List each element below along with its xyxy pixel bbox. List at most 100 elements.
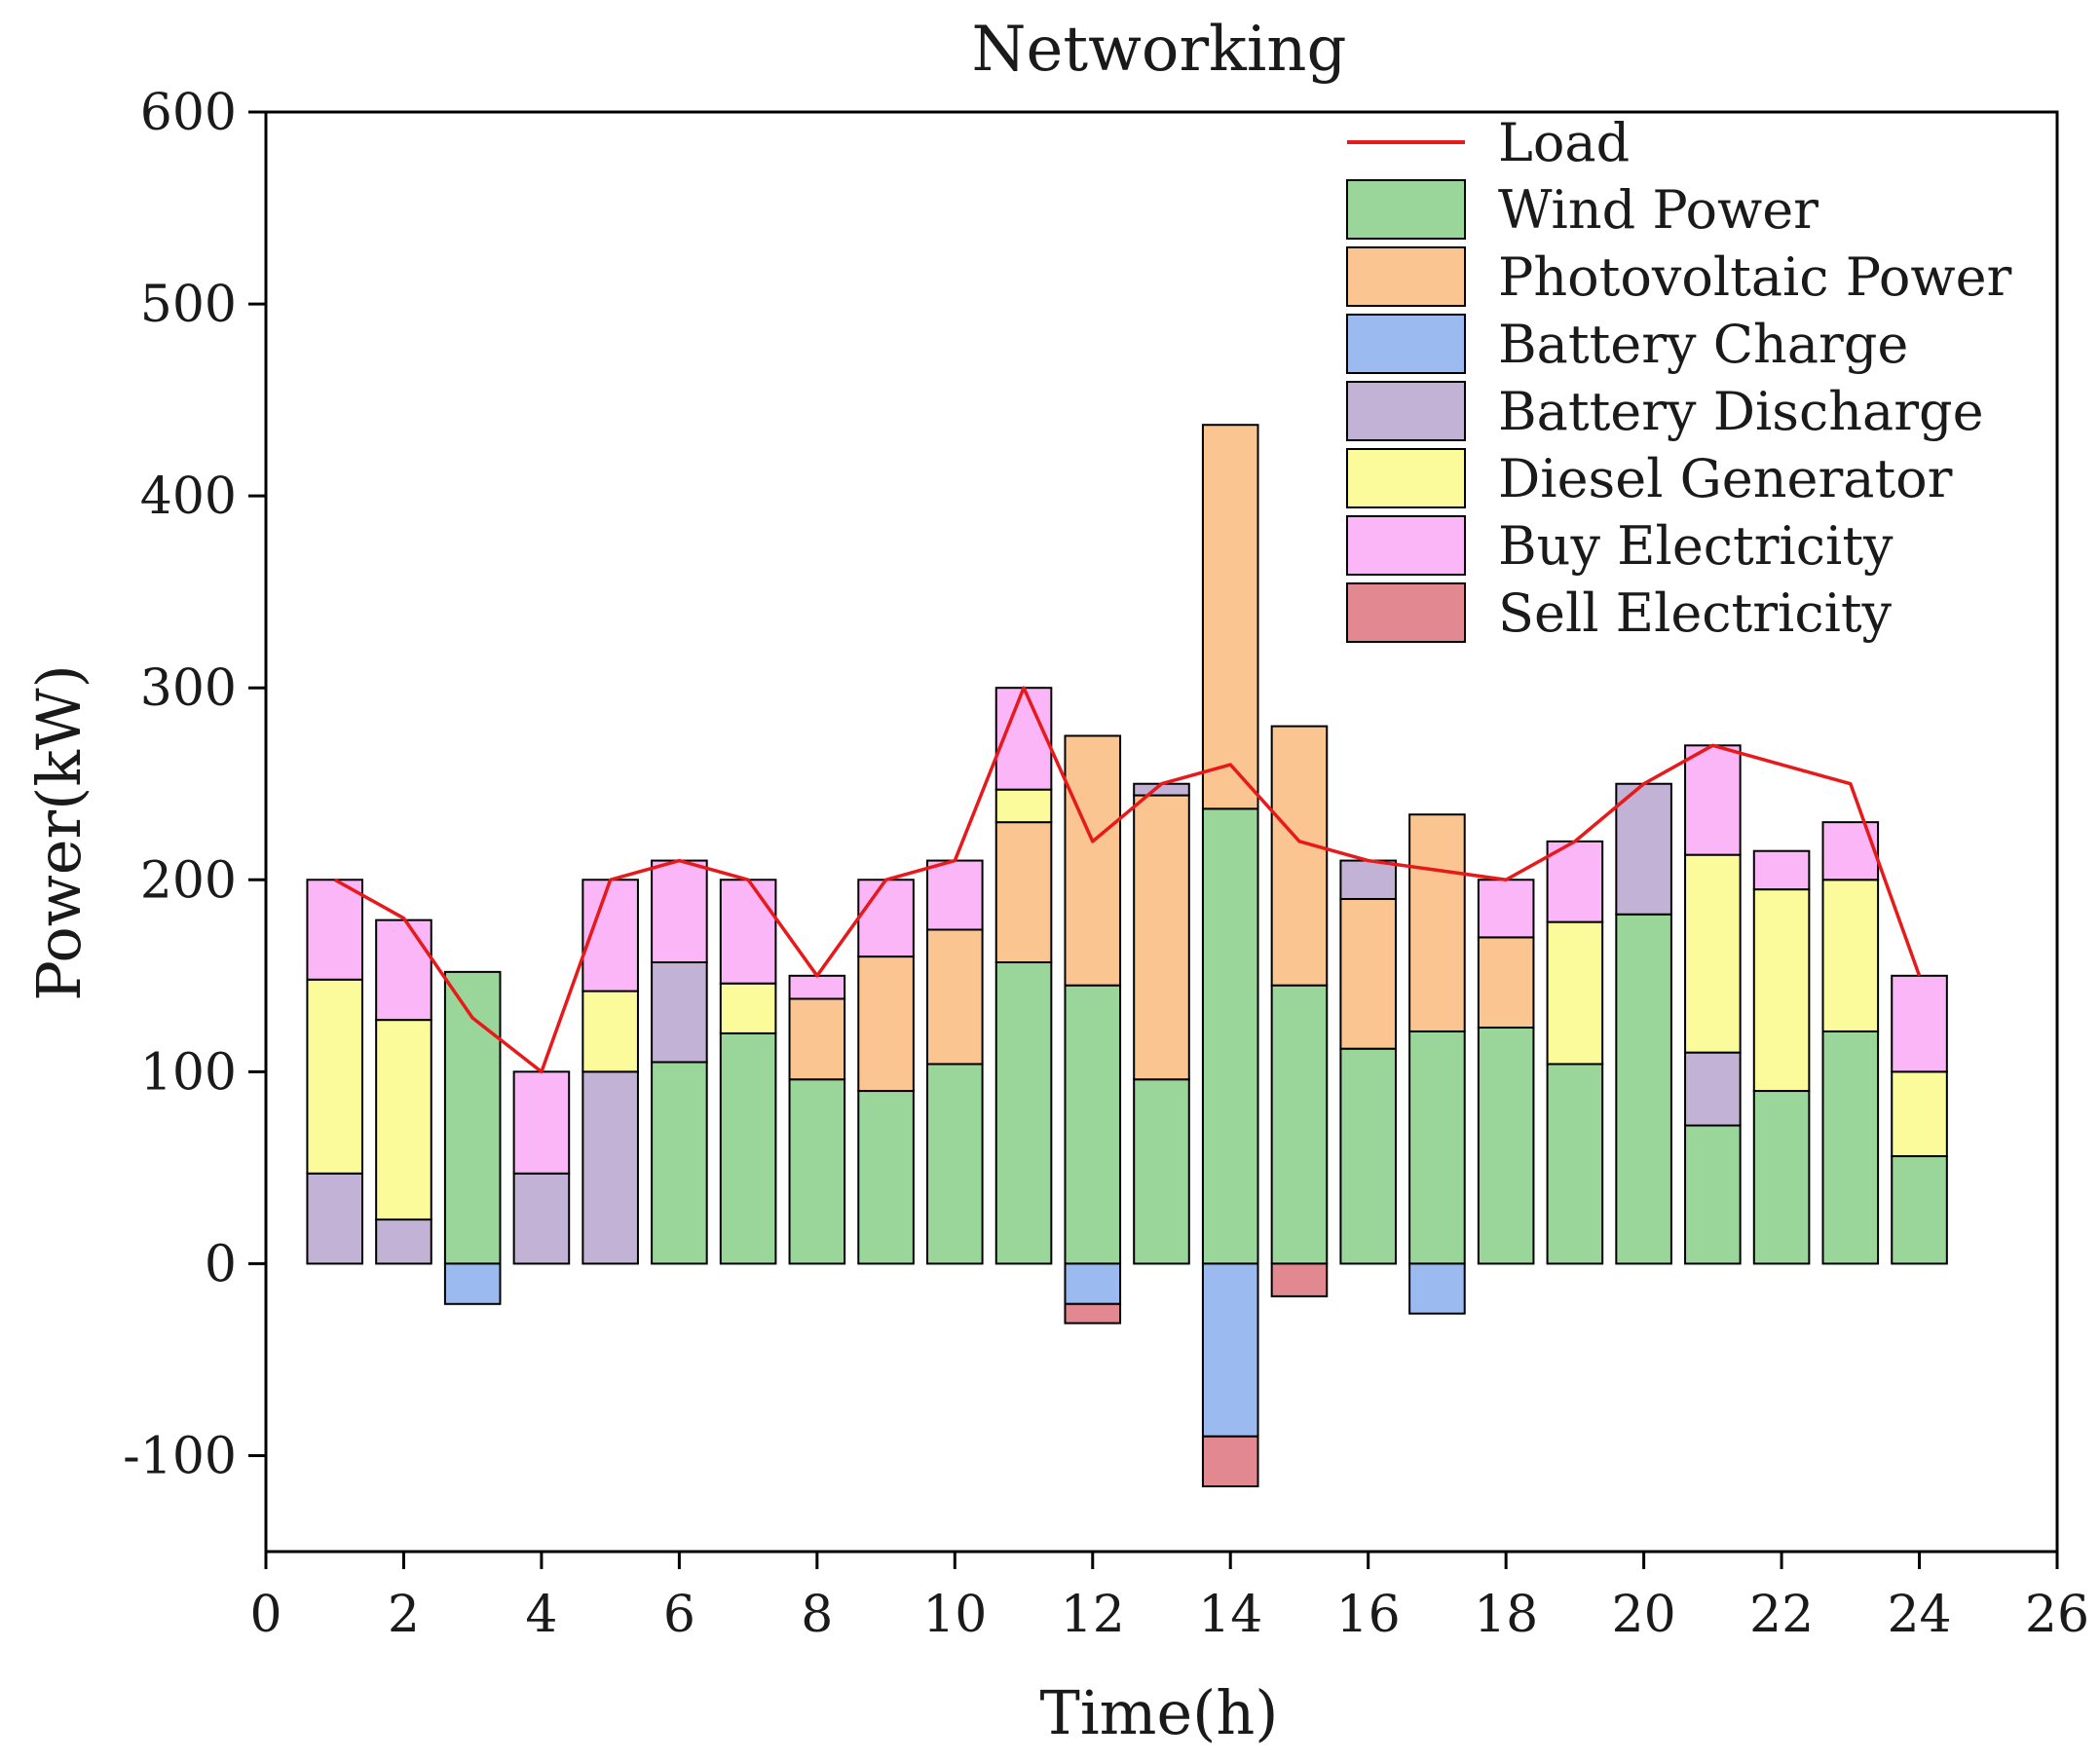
x-tick-label: 16 [1336,1586,1401,1644]
bar-wind-power [1201,807,1259,1265]
bar-buy-electricity [788,974,846,1000]
y-tick-label: 100 [140,1043,237,1102]
x-tick-label: 26 [2025,1586,2089,1644]
bar-wind-power [926,1063,984,1265]
x-tick-label: 22 [1749,1586,1814,1644]
bar-battery-discharge [1339,859,1397,900]
bar-diesel-generator [1752,888,1811,1093]
y-tick-label: 200 [140,851,237,910]
bar-wind-power [1546,1063,1604,1265]
x-tick-label: 4 [525,1586,557,1644]
x-axis-ticks: 0 2 4 6 8 10 12 14 16 18 20 22 24 26 [249,1552,2089,1644]
legend-swatch-battery-discharge [1346,381,1466,441]
bar-wind-power [1270,984,1329,1265]
y-tick-label: 500 [140,276,237,334]
bar-buy-electricity [1891,974,1948,1073]
bar-diesel-generator [994,788,1053,824]
x-tick-label: 24 [1887,1586,1951,1644]
bar-diesel-generator [719,982,777,1034]
legend-label-battery-charge: Battery Charge [1498,314,1908,375]
bar-buy-electricity [306,879,364,981]
x-tick-label: 6 [663,1586,695,1644]
bar-battery-charge [443,1262,502,1305]
legend-swatch-photovoltaic-power [1346,246,1466,307]
bar-diesel-generator [375,1019,432,1221]
bar-buy-electricity [1477,879,1535,939]
bar-wind-power [1133,1078,1190,1265]
bar-wind-power [857,1090,915,1265]
bar-wind-power [1477,1027,1535,1265]
bar-battery-charge [1064,1262,1122,1305]
bar-diesel-generator [1891,1070,1948,1158]
x-tick-label: 2 [388,1586,420,1644]
plot-frame [264,110,2059,1554]
x-tick-label: 10 [922,1586,987,1644]
y-axis-label: Power(kW) [23,664,94,1001]
legend-swatch-wind-power [1346,179,1466,240]
x-tick-label: 12 [1061,1586,1125,1644]
bar-battery-discharge [581,1070,639,1265]
bar-sell-electricity [1201,1435,1259,1487]
bar-diesel-generator [1821,879,1880,1032]
bar-buy-electricity [719,879,777,985]
bar-wind-power [1339,1047,1397,1265]
bar-buy-electricity [1821,821,1880,881]
bar-wind-power [1752,1090,1811,1265]
bar-photovoltaic-power [1064,734,1122,987]
legend-label-photovoltaic-power: Photovoltaic Power [1498,246,2012,308]
legend-label-diesel-generator: Diesel Generator [1498,448,1953,509]
bar-buy-electricity [926,859,984,931]
y-tick-label: 300 [140,659,237,718]
load-line [333,686,1922,1074]
bar-diesel-generator [581,990,639,1073]
bar-photovoltaic-power [994,821,1053,964]
x-tick-label: 18 [1474,1586,1538,1644]
bar-buy-electricity [857,879,915,958]
bar-sell-electricity [1064,1302,1122,1325]
legend-swatch-buy-electricity [1346,515,1466,576]
x-tick-label: 8 [801,1586,833,1644]
bar-photovoltaic-power [1270,725,1329,987]
bar-buy-electricity [994,687,1053,791]
bar-buy-electricity [375,918,432,1022]
legend-label-buy-electricity: Buy Electricity [1498,515,1894,577]
y-tick-label: 400 [140,468,237,526]
x-tick-label: 14 [1198,1586,1262,1644]
legend-label-battery-discharge: Battery Discharge [1498,381,1984,442]
legend-swatch-battery-charge [1346,314,1466,374]
bar-photovoltaic-power [1339,897,1397,1050]
y-tick-label: 0 [205,1235,237,1293]
bar-photovoltaic-power [1477,936,1535,1030]
bar-photovoltaic-power [788,997,846,1081]
bar-photovoltaic-power [857,955,915,1093]
y-tick-label: -100 [123,1427,237,1485]
bar-wind-power [1891,1155,1948,1265]
bar-diesel-generator [1546,920,1604,1066]
legend-swatch-sell-electricity [1346,582,1466,643]
legend-label-sell-electricity: Sell Electricity [1498,582,1893,644]
bar-wind-power [1821,1030,1880,1265]
bar-photovoltaic-power [1133,794,1190,1081]
bar-buy-electricity [512,1070,571,1175]
y-axis-ticks: -100 0 100 200 300 400 500 600 [123,84,266,1485]
load-series-line [333,686,1922,1074]
bar-wind-power [1615,913,1672,1265]
bar-battery-charge [1408,1262,1466,1315]
bar-wind-power [1684,1124,1742,1265]
bar-wind-power [994,961,1053,1265]
bar-battery-discharge [1684,1051,1742,1127]
legend-swatch-diesel-generator [1346,448,1466,508]
bar-battery-discharge [306,1172,364,1265]
bar-diesel-generator [1684,853,1742,1054]
plot-area [264,110,2059,1554]
bar-wind-power [651,1061,708,1265]
bar-battery-discharge [1615,782,1672,916]
bar-buy-electricity [1546,840,1604,923]
bar-battery-discharge [651,961,708,1064]
bars [306,424,1948,1487]
bar-buy-electricity [1752,849,1811,891]
x-tick-label: 0 [249,1586,281,1644]
legend-load-label: Load [1498,112,1630,173]
